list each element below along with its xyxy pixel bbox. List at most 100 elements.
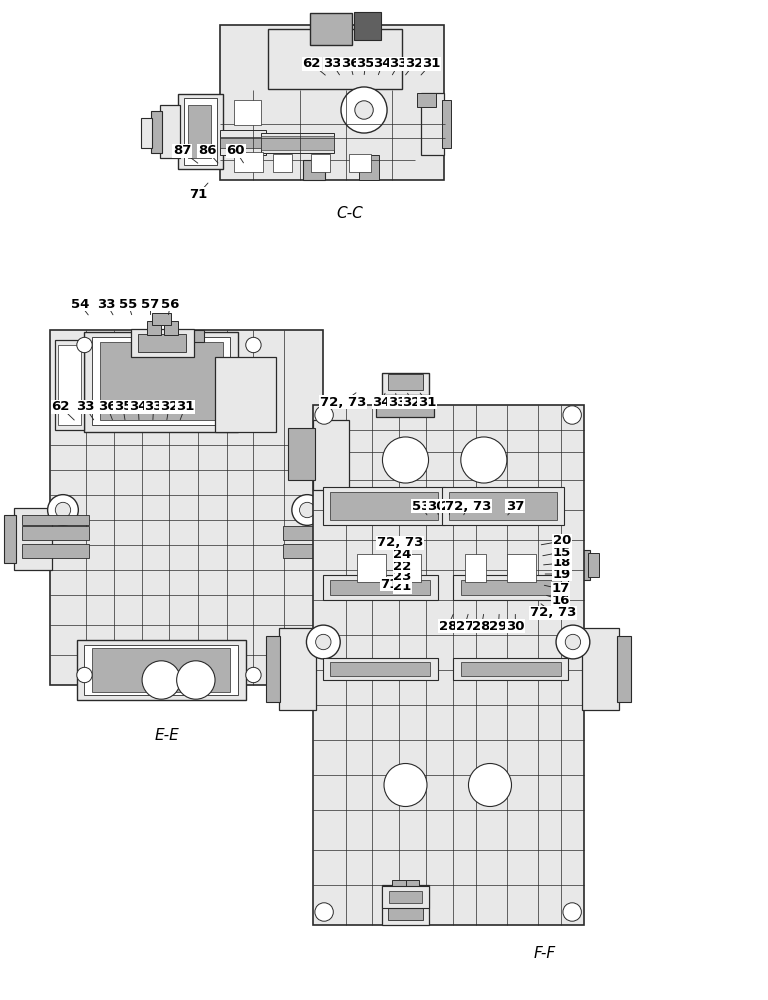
Text: 33: 33: [76, 400, 94, 414]
Bar: [388, 890, 423, 920]
Bar: [184, 98, 217, 165]
Bar: [406, 545, 435, 575]
Text: 22: 22: [393, 560, 412, 572]
Bar: [449, 547, 468, 572]
Bar: [220, 25, 444, 180]
Circle shape: [382, 437, 429, 483]
Text: 35: 35: [114, 400, 132, 414]
Text: 86: 86: [198, 144, 217, 157]
Bar: [323, 575, 438, 600]
Bar: [147, 321, 161, 335]
Bar: [313, 405, 584, 925]
Text: 17: 17: [551, 582, 570, 596]
Text: 60: 60: [227, 144, 245, 157]
Bar: [220, 137, 266, 148]
Bar: [356, 515, 368, 563]
Bar: [399, 554, 421, 582]
Bar: [178, 94, 223, 169]
Text: 72, 73: 72, 73: [445, 500, 492, 513]
Bar: [453, 658, 568, 680]
Text: 56: 56: [161, 298, 180, 311]
Bar: [283, 544, 325, 558]
Bar: [499, 606, 513, 615]
Bar: [382, 373, 429, 395]
Bar: [359, 155, 379, 180]
Bar: [330, 662, 430, 676]
Bar: [588, 553, 599, 577]
Bar: [321, 508, 358, 570]
Text: 33: 33: [98, 298, 116, 311]
Bar: [22, 515, 89, 525]
Bar: [356, 546, 385, 594]
Bar: [475, 606, 488, 615]
Bar: [323, 487, 445, 525]
Bar: [430, 499, 445, 519]
Bar: [164, 321, 178, 335]
Text: 30: 30: [506, 619, 525, 633]
Bar: [283, 526, 325, 540]
Bar: [55, 340, 84, 430]
Text: 15: 15: [553, 545, 571, 558]
Bar: [160, 105, 180, 158]
Bar: [151, 111, 162, 153]
Bar: [268, 29, 402, 89]
Text: 19: 19: [553, 568, 571, 580]
Bar: [349, 154, 371, 172]
Bar: [84, 645, 238, 695]
Bar: [389, 891, 422, 903]
Text: 21: 21: [393, 580, 412, 593]
Bar: [138, 334, 186, 352]
Text: D-D: D-D: [531, 491, 560, 506]
Text: C-C: C-C: [336, 206, 362, 221]
Bar: [92, 337, 230, 425]
Bar: [442, 487, 564, 525]
Bar: [220, 130, 266, 155]
Bar: [266, 636, 280, 702]
Text: 24: 24: [393, 548, 412, 562]
Bar: [453, 499, 468, 519]
Text: 34: 34: [373, 57, 392, 70]
Circle shape: [48, 495, 78, 525]
Bar: [288, 428, 315, 480]
Bar: [261, 136, 334, 150]
Bar: [22, 544, 89, 558]
Text: 23: 23: [393, 570, 412, 584]
Circle shape: [177, 661, 215, 699]
Text: 34: 34: [372, 395, 391, 408]
Bar: [152, 313, 171, 325]
Circle shape: [300, 502, 315, 518]
Circle shape: [355, 101, 373, 119]
Bar: [141, 118, 152, 148]
Bar: [406, 880, 419, 892]
Text: 33: 33: [388, 395, 406, 408]
Text: 57: 57: [141, 298, 160, 311]
Text: 62: 62: [303, 57, 321, 70]
Circle shape: [316, 634, 331, 650]
Bar: [273, 154, 292, 172]
Text: 20: 20: [553, 534, 571, 548]
Bar: [100, 342, 223, 420]
Bar: [58, 345, 81, 425]
Circle shape: [462, 540, 478, 556]
Circle shape: [55, 502, 71, 518]
Bar: [188, 105, 211, 158]
Bar: [507, 554, 536, 582]
Text: 37: 37: [506, 500, 525, 513]
Bar: [77, 640, 246, 700]
Text: 71: 71: [189, 188, 207, 200]
Bar: [92, 648, 230, 692]
Bar: [388, 374, 423, 390]
Text: 31: 31: [422, 57, 440, 70]
Text: 36: 36: [98, 400, 117, 414]
Text: E-E: E-E: [155, 728, 180, 744]
Bar: [316, 562, 333, 577]
Text: 33: 33: [144, 400, 163, 414]
Bar: [449, 492, 557, 520]
Text: 62: 62: [51, 400, 70, 414]
Text: 29: 29: [441, 500, 459, 513]
Bar: [215, 357, 276, 432]
Bar: [407, 499, 422, 519]
Text: 34: 34: [129, 400, 147, 414]
Text: 54: 54: [71, 298, 89, 311]
Bar: [513, 547, 535, 572]
